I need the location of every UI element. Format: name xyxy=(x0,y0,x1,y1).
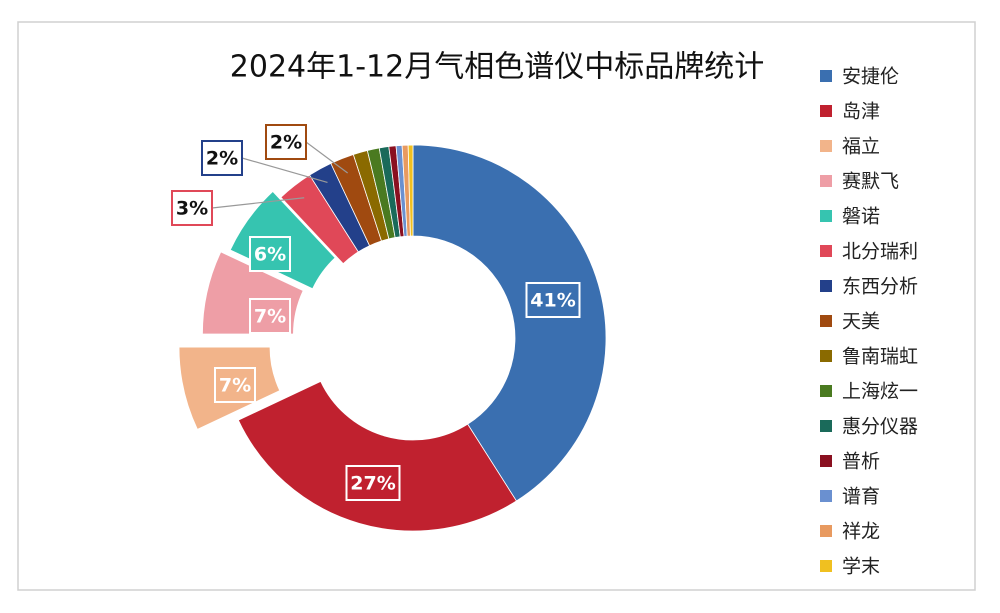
legend-swatch xyxy=(820,385,832,397)
data-label: 6% xyxy=(254,244,286,266)
legend-label: 普析 xyxy=(842,451,880,473)
pie-slice xyxy=(237,380,517,532)
legend-label: 赛默飞 xyxy=(842,171,899,193)
leader-line xyxy=(305,141,349,174)
pie-slice xyxy=(412,144,607,502)
legend-swatch xyxy=(820,245,832,257)
legend-label: 祥龙 xyxy=(842,521,880,543)
legend-swatch xyxy=(820,105,832,117)
legend-label: 岛津 xyxy=(842,101,880,123)
leader-line xyxy=(241,157,328,184)
pie-slice xyxy=(407,144,414,237)
data-label-box xyxy=(345,465,401,501)
legend-label: 天美 xyxy=(842,311,880,333)
legend-swatch xyxy=(820,420,832,432)
data-label: 27% xyxy=(350,473,395,495)
data-label-box xyxy=(214,367,256,403)
legend-label: 谱育 xyxy=(842,486,880,508)
data-label: 41% xyxy=(530,290,575,312)
data-label-box xyxy=(171,190,213,226)
legend-swatch xyxy=(820,315,832,327)
legend-label: 北分瑞利 xyxy=(842,241,918,263)
data-label: 7% xyxy=(254,306,286,328)
data-label-box xyxy=(265,124,307,160)
legend-swatch xyxy=(820,70,832,82)
data-label-box xyxy=(201,140,243,176)
legend-swatch xyxy=(820,140,832,152)
leader-line xyxy=(211,197,305,209)
legend-swatch xyxy=(820,175,832,187)
legend-label: 福立 xyxy=(842,136,880,158)
legend-label: 东西分析 xyxy=(842,276,918,298)
legend-swatch xyxy=(820,560,832,572)
legend-label: 上海炫一 xyxy=(842,381,918,403)
legend-label: 磐诺 xyxy=(842,206,880,228)
legend-label: 学末 xyxy=(842,556,880,578)
data-label-box xyxy=(249,236,291,272)
legend-label: 鲁南瑞虹 xyxy=(842,346,918,368)
data-label: 2% xyxy=(206,148,238,170)
data-label: 2% xyxy=(270,132,302,154)
legend-swatch xyxy=(820,490,832,502)
data-label-box xyxy=(525,282,581,318)
legend-swatch xyxy=(820,455,832,467)
data-label-box xyxy=(249,298,291,334)
legend-swatch xyxy=(820,210,832,222)
legend-label: 安捷伦 xyxy=(842,66,899,88)
legend-swatch xyxy=(820,350,832,362)
legend-label: 惠分仪器 xyxy=(842,416,918,438)
legend-swatch xyxy=(820,280,832,292)
chart-title: 2024年1-12月气相色谱仪中标品牌统计 xyxy=(230,50,764,85)
data-label: 7% xyxy=(219,375,251,397)
data-label: 3% xyxy=(176,198,208,220)
legend-swatch xyxy=(820,525,832,537)
